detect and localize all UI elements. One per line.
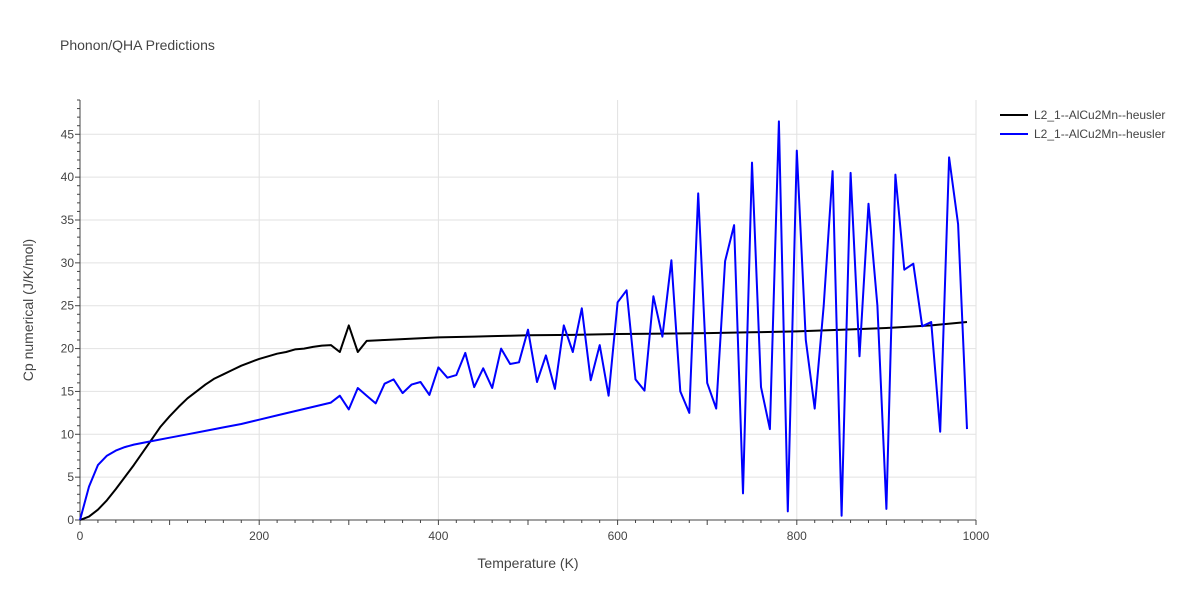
y-tick-label: 45: [61, 127, 75, 141]
axes: [75, 99, 977, 525]
tick-labels: 0 5 10 15 20 25 30 35 40 45 0 200 400 600 800 1000: [61, 127, 990, 543]
x-axis-label: Temperature (K): [477, 555, 578, 571]
x-tick-label: 200: [249, 529, 269, 543]
x-tick-label: 400: [428, 529, 448, 543]
y-tick-label: 15: [61, 384, 75, 398]
series-line-1: [79, 321, 968, 521]
y-tick-label: 30: [61, 256, 75, 270]
y-tick-label: 20: [61, 342, 75, 356]
series-line-2: [79, 120, 968, 521]
x-tick-label: 1000: [963, 529, 990, 543]
x-tick-label: 600: [608, 529, 628, 543]
y-axis-label: Cp numerical (J/K/mol): [20, 239, 36, 381]
y-tick-label: 35: [61, 213, 75, 227]
legend-label: L2_1--AlCu2Mn--heusler: [1034, 108, 1165, 122]
x-tick-label: 800: [787, 529, 807, 543]
y-tick-label: 10: [61, 427, 75, 441]
legend-label: L2_1--AlCu2Mn--heusler: [1034, 127, 1165, 141]
x-tick-label: 0: [77, 529, 84, 543]
y-tick-label: 40: [61, 170, 75, 184]
legend: L2_1--AlCu2Mn--heusler L2_1--AlCu2Mn--heu…: [1000, 108, 1165, 141]
y-tick-label: 0: [67, 513, 74, 527]
plot-area: [79, 120, 968, 521]
grid: [80, 100, 977, 520]
y-tick-label: 5: [67, 470, 74, 484]
y-tick-label: 25: [61, 299, 75, 313]
chart-title: Phonon/QHA Predictions: [60, 37, 215, 53]
